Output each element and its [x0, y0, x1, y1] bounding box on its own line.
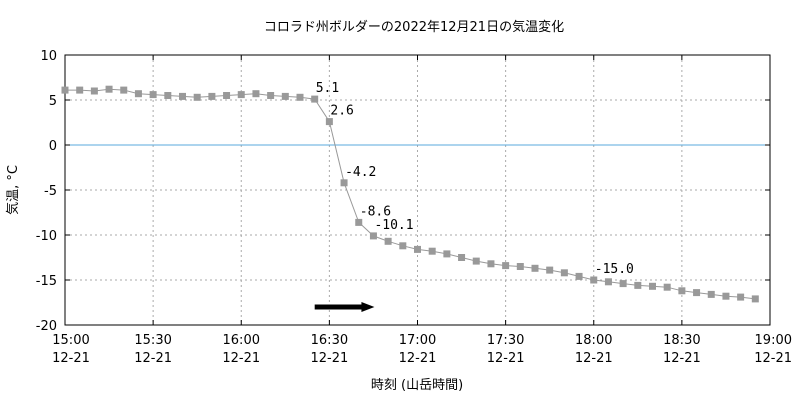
data-point-marker: [223, 92, 231, 99]
data-label: -10.1: [374, 218, 413, 233]
data-point-marker: [193, 93, 201, 101]
x-tick-date: 12-21: [487, 351, 525, 366]
data-point-marker: [634, 281, 642, 289]
data-point-marker: [90, 87, 98, 95]
x-tick-label: 16:00: [223, 333, 260, 348]
x-tick-label: 18:30: [663, 333, 700, 348]
data-label: -8.6: [360, 204, 391, 219]
data-point-marker: [663, 283, 671, 291]
data-point-marker: [575, 272, 583, 280]
data-point-marker: [546, 266, 554, 274]
data-point-marker: [678, 287, 686, 295]
data-point-marker: [502, 262, 510, 270]
y-axis-label: 気温, °C: [5, 165, 21, 215]
x-axis-label: 時刻 (山岳時間): [371, 378, 463, 393]
data-point-marker: [340, 179, 348, 187]
data-point-marker: [693, 289, 701, 297]
x-tick-date: 12-21: [399, 351, 437, 366]
data-point-marker: [737, 293, 745, 301]
x-tick-label: 15:00: [52, 333, 89, 348]
data-point-marker: [751, 295, 759, 303]
temperature-series: [61, 85, 759, 303]
x-tick-label: 16:30: [311, 333, 348, 348]
data-point-marker: [649, 282, 656, 290]
x-tick-label: 15:30: [134, 333, 171, 348]
data-point-marker: [105, 85, 113, 93]
data-point-marker: [237, 91, 245, 99]
data-label: 5.1: [316, 81, 339, 96]
data-point-marker: [179, 92, 186, 100]
data-point-marker: [164, 92, 172, 99]
data-point-marker: [355, 218, 363, 226]
y-tick-label: -10: [36, 229, 57, 244]
data-point-marker: [619, 280, 627, 288]
y-tick-label: -15: [36, 274, 57, 289]
x-tick-date: 12-21: [663, 351, 701, 366]
data-label: -4.2: [345, 165, 376, 180]
y-tick-label: -20: [36, 319, 57, 334]
data-point-marker: [428, 247, 436, 255]
x-axis-ticks: 15:00 12-21 15:30 12-21 16:00 12-21 16:30 12-21…: [52, 55, 792, 366]
data-point-marker: [590, 276, 598, 284]
data-point-marker: [267, 92, 275, 99]
data-point-marker: [76, 86, 84, 94]
data-point-marker: [120, 86, 128, 94]
data-label: -15.0: [595, 262, 634, 277]
series-line: [65, 88, 756, 300]
arrow-head: [361, 302, 375, 312]
data-annotations: 5.1 2.6 -4.2 -8.6-10.1 -15.0: [316, 81, 634, 277]
data-point-marker: [311, 95, 319, 103]
data-point-marker: [560, 269, 568, 277]
data-point-marker: [325, 118, 333, 126]
data-point-marker: [384, 237, 392, 245]
data-point-marker: [707, 290, 715, 298]
data-point-marker: [61, 86, 69, 94]
x-tick-label: 17:30: [487, 333, 524, 348]
data-point-marker: [296, 93, 304, 101]
data-point-marker: [399, 242, 407, 250]
chart-title: コロラド州ボルダーの2022年12月21日の気温変化: [264, 19, 564, 35]
x-tick-label: 19:00: [755, 333, 792, 348]
y-tick-label: 10: [40, 49, 57, 64]
y-axis-ticks: 10 5 0 -5 -10 -15 -20: [36, 49, 770, 334]
data-label: 2.6: [330, 104, 353, 119]
data-point-marker: [369, 232, 377, 240]
x-tick-label: 18:00: [575, 333, 612, 348]
data-point-marker: [208, 92, 216, 100]
x-tick-date: 12-21: [310, 351, 348, 366]
y-tick-label: 5: [49, 94, 57, 109]
x-tick-date: 12-21: [754, 351, 792, 366]
x-tick-date: 12-21: [222, 351, 260, 366]
data-point-marker: [722, 292, 730, 300]
data-point-marker: [134, 90, 142, 98]
data-point-marker: [443, 250, 451, 258]
x-tick-date: 12-21: [52, 351, 90, 366]
x-tick-date: 12-21: [134, 351, 172, 366]
data-point-marker: [281, 92, 289, 100]
data-point-marker: [604, 278, 612, 286]
data-point-marker: [252, 90, 260, 98]
data-point-marker: [531, 264, 539, 272]
data-point-marker: [487, 260, 495, 268]
y-tick-label: -5: [44, 184, 57, 199]
x-tick-date: 12-21: [575, 351, 613, 366]
data-point-marker: [458, 254, 466, 261]
data-point-marker: [472, 257, 480, 265]
data-point-marker: [149, 91, 157, 99]
data-point-marker: [414, 245, 421, 253]
data-point-marker: [516, 263, 524, 270]
x-tick-label: 17:00: [399, 333, 436, 348]
arrow-marker: [314, 302, 375, 312]
grid-lines: [65, 55, 770, 325]
y-tick-label: 0: [49, 139, 57, 154]
